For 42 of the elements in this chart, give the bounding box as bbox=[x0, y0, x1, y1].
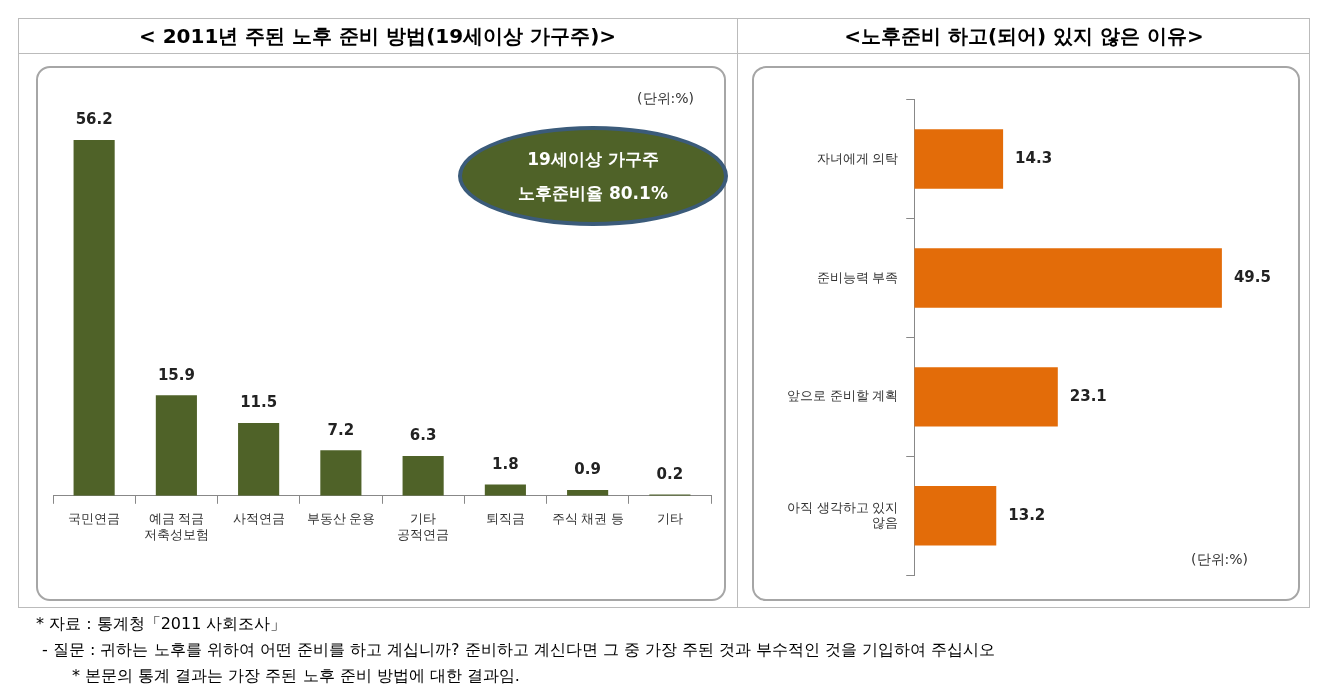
bar bbox=[320, 450, 362, 496]
chart-title: < 2011년 주된 노후 준비 방법(19세이상 가구주)> bbox=[137, 23, 618, 50]
x-tick-label: 기타 공적연금 bbox=[397, 511, 450, 542]
text: * 자료 : 통계청「2011 사회조사」 bbox=[36, 614, 287, 635]
data-label: 11.5 bbox=[240, 393, 278, 412]
text: * 본문의 통계 결과는 가장 주된 노후 준비 방법에 대한 결과임. bbox=[72, 666, 520, 687]
data-label: 0.2 bbox=[656, 464, 684, 483]
x-tick-label: 부동산 운용 bbox=[306, 511, 376, 527]
bar bbox=[402, 455, 444, 496]
y-tick-label: 자녀에게 의탁 bbox=[816, 150, 899, 166]
text: (단위:%) bbox=[637, 90, 694, 108]
data-label: 14.3 bbox=[1015, 148, 1053, 167]
x-tick-label: 기타 bbox=[656, 511, 683, 527]
chart-title: <노후준비 하고(되어) 있지 않은 이유> bbox=[843, 23, 1205, 50]
data-label: 23.1 bbox=[1069, 386, 1107, 405]
annotation: (단위:%) bbox=[1191, 551, 1248, 569]
bar bbox=[914, 129, 1004, 189]
data-label: 1.8 bbox=[492, 454, 519, 473]
bar bbox=[155, 395, 197, 496]
x-tick-label: 국민연금 bbox=[68, 511, 121, 527]
x-tick-label: 주식 채권 등 bbox=[551, 511, 624, 527]
y-tick-label: 준비능력 부족 bbox=[816, 269, 899, 285]
bar bbox=[484, 484, 526, 496]
data-label: 49.5 bbox=[1233, 267, 1271, 286]
bar bbox=[914, 486, 997, 546]
data-label: 7.2 bbox=[327, 420, 355, 439]
y-tick-label: 앞으로 준비할 계획 bbox=[786, 388, 899, 404]
bar bbox=[238, 423, 280, 496]
data-label: 0.9 bbox=[574, 460, 601, 479]
bar bbox=[73, 140, 115, 496]
y-tick-label: 아직 생각하고 있지 않음 bbox=[786, 499, 899, 531]
data-label: 6.3 bbox=[409, 426, 437, 445]
data-label: 13.2 bbox=[1008, 505, 1046, 524]
bar bbox=[914, 248, 1222, 308]
oval-badge: 19세이상 가구주 노후준비율 80.1% bbox=[458, 126, 728, 226]
data-label: 56.2 bbox=[75, 110, 113, 129]
text: - 질문 : 귀하는 노후를 위하여 어떤 준비를 하고 계십니까? 준비하고 계신다면 그 중 가장 주된 것과 부수적인 것을 기입하여 주십시오 bbox=[42, 640, 996, 661]
x-tick-label: 퇴직금 bbox=[485, 511, 525, 527]
x-tick-label: 사적연금 bbox=[232, 511, 285, 527]
data-label: 15.9 bbox=[157, 365, 195, 384]
bar bbox=[914, 367, 1058, 427]
x-tick-label: 예금 적금 저축성보험 bbox=[143, 511, 209, 542]
